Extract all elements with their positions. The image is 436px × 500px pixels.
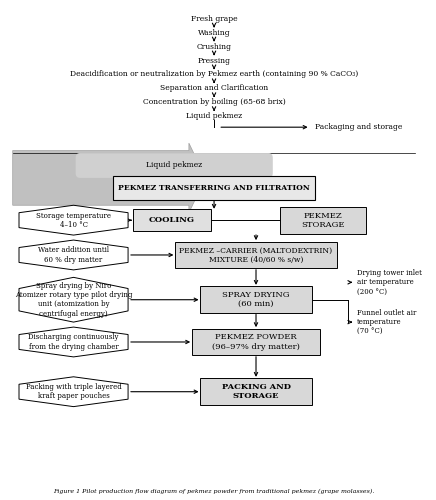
Polygon shape — [19, 327, 128, 357]
Polygon shape — [19, 240, 128, 270]
Polygon shape — [13, 143, 206, 212]
Text: Crushing: Crushing — [197, 42, 232, 50]
FancyBboxPatch shape — [133, 209, 211, 231]
Text: Deacidification or neutralization by Pekmez earth (containing 90 % CaCO₃): Deacidification or neutralization by Pek… — [70, 70, 358, 78]
Text: Storage temperature
4–10 °C: Storage temperature 4–10 °C — [36, 212, 111, 229]
FancyBboxPatch shape — [200, 286, 312, 313]
Text: PEKMEZ
STORAGE: PEKMEZ STORAGE — [301, 212, 345, 229]
Text: Spray drying by Niro
Atomizer rotary type pilot drying
unit (atomization by
cent: Spray drying by Niro Atomizer rotary typ… — [15, 282, 132, 318]
Text: Funnel outlet air
temperature
(70 °C): Funnel outlet air temperature (70 °C) — [357, 309, 416, 336]
Text: Discharging continuously
from the drying chamber: Discharging continuously from the drying… — [28, 334, 119, 350]
Text: Water addition until
60 % dry matter: Water addition until 60 % dry matter — [38, 246, 109, 264]
Text: Packaging and storage: Packaging and storage — [315, 123, 402, 131]
Text: Liquid pekmez: Liquid pekmez — [186, 112, 242, 120]
Polygon shape — [19, 205, 128, 235]
FancyBboxPatch shape — [175, 242, 337, 268]
FancyBboxPatch shape — [75, 153, 273, 178]
Text: PACKING AND
STORAGE: PACKING AND STORAGE — [221, 383, 290, 400]
Text: SPRAY DRYING
(60 min): SPRAY DRYING (60 min) — [222, 291, 290, 308]
Text: Figure 1 Pilot production flow diagram of pekmez powder from traditional pekmez : Figure 1 Pilot production flow diagram o… — [53, 488, 375, 494]
Text: Fresh grape: Fresh grape — [191, 15, 237, 23]
FancyBboxPatch shape — [200, 378, 312, 405]
Polygon shape — [19, 377, 128, 406]
Text: PEKMEZ POWDER
(96–97% dry matter): PEKMEZ POWDER (96–97% dry matter) — [212, 334, 300, 350]
Text: Pressing: Pressing — [198, 56, 231, 64]
Text: Drying tower inlet
air temperature
(200 °C): Drying tower inlet air temperature (200 … — [357, 269, 422, 295]
Text: Separation and Clarification: Separation and Clarification — [160, 84, 268, 92]
Text: Liquid pekmez: Liquid pekmez — [146, 162, 202, 170]
Text: Packing with triple layered
kraft paper pouches: Packing with triple layered kraft paper … — [26, 383, 121, 400]
FancyBboxPatch shape — [113, 176, 315, 200]
Text: Concentration by boiling (65-68 brix): Concentration by boiling (65-68 brix) — [143, 98, 286, 106]
Text: Washing: Washing — [198, 28, 230, 36]
FancyBboxPatch shape — [280, 206, 366, 234]
Text: COOLING: COOLING — [149, 216, 195, 224]
Text: PEKMEZ TRANSFERRING AND FILTRATION: PEKMEZ TRANSFERRING AND FILTRATION — [118, 184, 310, 192]
Text: PEKMEZ –CARRIER (MALTODEXTRIN)
MIXTURE (40/60 % s/w): PEKMEZ –CARRIER (MALTODEXTRIN) MIXTURE (… — [180, 246, 333, 264]
Polygon shape — [19, 278, 128, 322]
FancyBboxPatch shape — [192, 328, 320, 355]
